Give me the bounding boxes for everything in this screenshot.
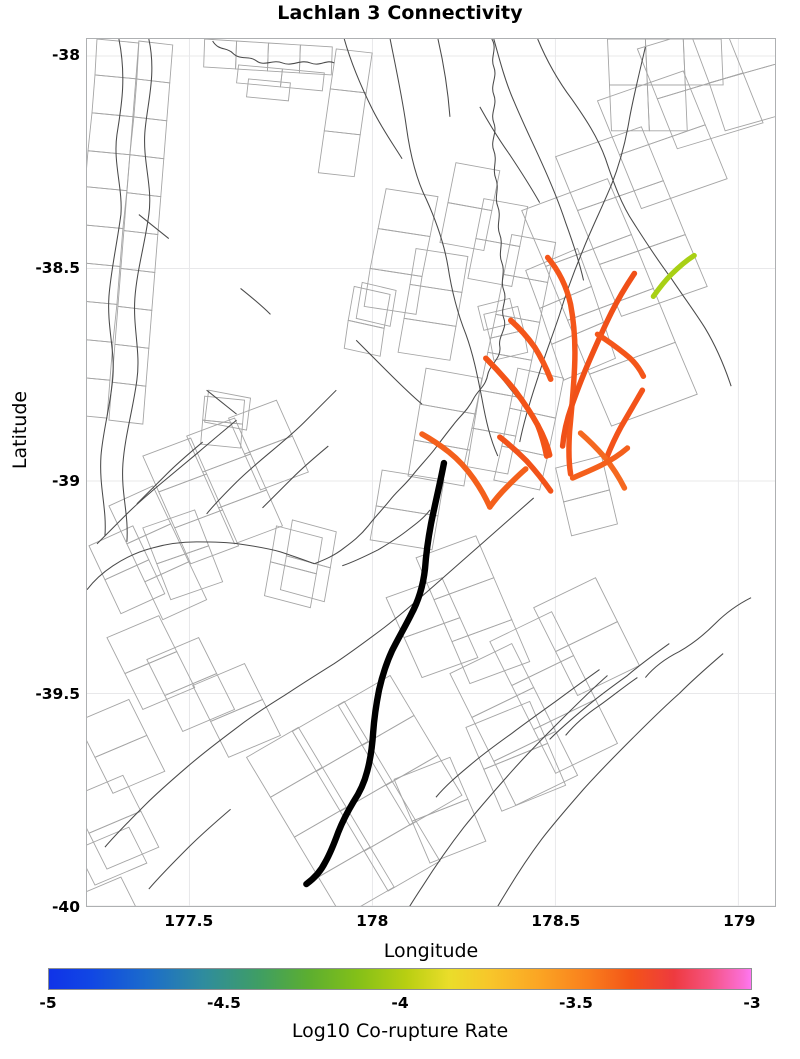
corupture-trace-7 bbox=[577, 430, 628, 491]
corupture-trace-5 bbox=[603, 387, 646, 461]
corupture-trace-2 bbox=[559, 270, 638, 449]
y-tick-label: -38 bbox=[51, 46, 80, 65]
fault-section-polygons bbox=[87, 39, 775, 906]
y-tick-label: -39 bbox=[51, 472, 80, 491]
y-tick-label: -38.5 bbox=[35, 259, 80, 278]
corupture-trace-1 bbox=[544, 254, 578, 477]
fault-traces bbox=[87, 39, 752, 906]
x-axis-ticks: 177.5 178 178.5 179 bbox=[86, 912, 776, 938]
x-tick-label: 178 bbox=[356, 912, 389, 930]
colorbar-tick-label: -5 bbox=[39, 994, 57, 1012]
colorbar-label: Log10 Co-rupture Rate bbox=[291, 1020, 509, 1042]
map-canvas bbox=[87, 39, 775, 906]
colorbar-tick-label: -3 bbox=[743, 994, 761, 1012]
chart-title: Lachlan 3 Connectivity bbox=[277, 2, 523, 24]
corupture-traces-detail bbox=[419, 317, 554, 510]
y-tick-label: -39.5 bbox=[35, 685, 80, 703]
source-fault-lachlan-3 bbox=[303, 459, 448, 888]
y-tick-label: -40 bbox=[51, 898, 80, 916]
corupture-trace-4 bbox=[594, 331, 647, 379]
colorbar-tick-label: -4 bbox=[391, 994, 409, 1012]
corupture-traces bbox=[497, 252, 697, 494]
x-tick-label: 178.5 bbox=[531, 912, 581, 930]
colorbar-tick-label: -3.5 bbox=[559, 994, 593, 1012]
corupture-trace-8 bbox=[569, 445, 631, 481]
map-plot-area[interactable] bbox=[86, 38, 776, 907]
x-tick-label: 179 bbox=[723, 912, 756, 930]
x-tick-label: 177.5 bbox=[164, 912, 214, 930]
gridlines bbox=[87, 39, 775, 906]
corupture-trace-9 bbox=[497, 434, 554, 494]
y-axis-ticks: -38 -38.5 -39 -39.5 -40 bbox=[0, 38, 80, 916]
corupture-trace-3-green-tip bbox=[650, 252, 697, 300]
colorbar-tick-label: -4.5 bbox=[207, 994, 241, 1012]
y-axis-label: Latitude bbox=[9, 390, 31, 470]
colorbar-container: -5 -4.5 -4 -3.5 -3 Log10 Co-rupture Rate bbox=[0, 968, 800, 1059]
x-axis-label: Longitude bbox=[383, 940, 479, 962]
colorbar-gradient[interactable] bbox=[48, 968, 752, 990]
